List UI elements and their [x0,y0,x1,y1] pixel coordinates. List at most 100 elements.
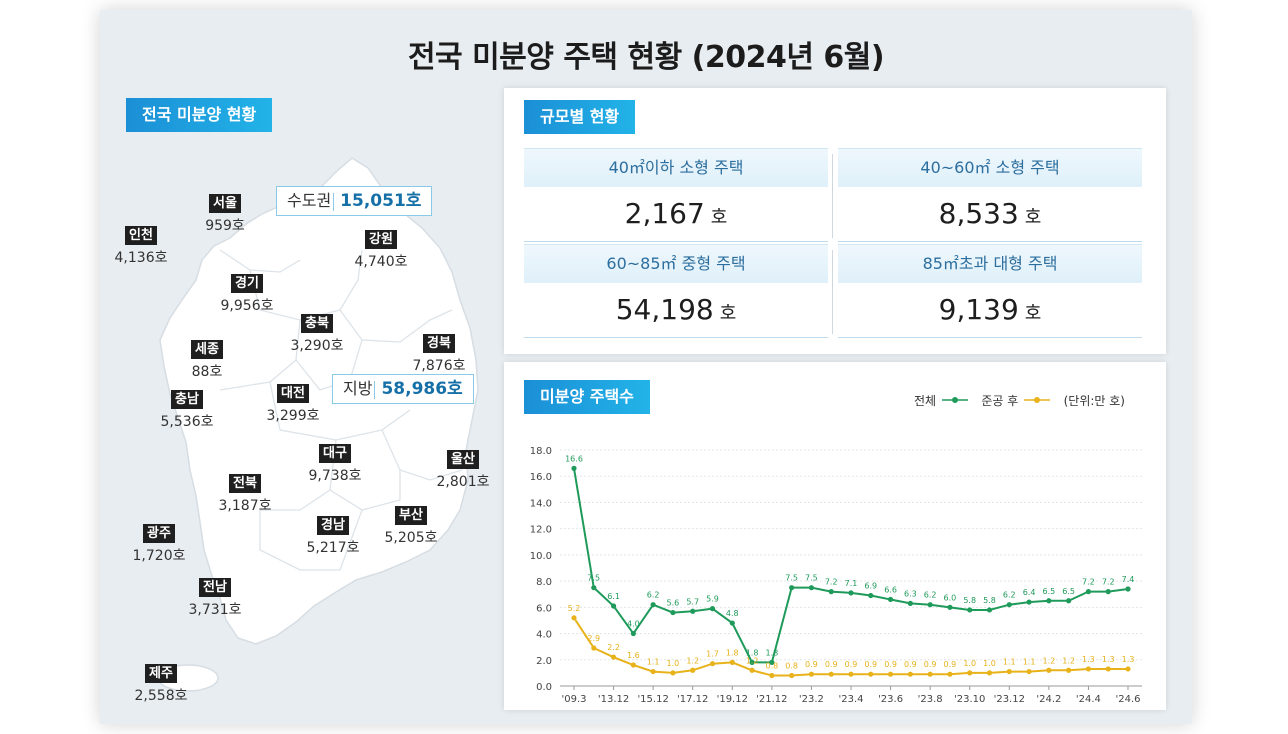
point-total [610,603,617,609]
point-completed [868,671,874,677]
data-label-completed: 1.0 [667,659,680,668]
region-sejong: 세종 88호 [191,340,223,380]
point-total [670,609,676,616]
point-total [947,604,953,610]
y-tick-label: 18.0 [530,446,552,457]
point-completed [690,667,696,673]
data-label-total: 16.6 [565,454,583,463]
data-label-total: 6.5 [1042,587,1055,596]
x-tick-label: '23.4 [838,694,863,705]
unit-label: (단위:만 호) [1063,394,1125,408]
point-total [749,659,755,665]
point-completed [986,670,993,676]
point-total [729,620,735,626]
point-completed [650,668,656,675]
point-total [769,659,775,665]
region-chungnam: 충남 5,536호 [160,390,214,430]
x-tick-label: '17.12 [677,694,708,705]
cell-divider [832,154,833,238]
chart-section-label: 미분양 주택수 [524,380,650,414]
point-total [986,607,993,613]
x-tick-label: '09.3 [561,694,586,705]
size-cell-label: 40㎡이하 소형 주택 [524,148,828,187]
data-label-total: 5.7 [686,597,699,606]
data-label-completed: 2.2 [607,643,620,652]
point-completed [1066,667,1072,673]
x-tick-label: '23.12 [994,694,1025,705]
point-total [1125,586,1131,592]
y-tick-label: 10.0 [530,551,552,562]
point-total [630,630,636,637]
size-cell-value: 54,198 호 [524,283,828,338]
size-cell-label: 85㎡초과 대형 주택 [838,244,1142,283]
region-jeju: 제주 2,558호 [134,664,188,704]
data-label-total: 5.8 [983,596,996,605]
data-label-completed: 1.3 [1082,655,1095,664]
point-completed [571,615,577,621]
point-completed [927,671,933,677]
y-tick-label: 6.0 [536,603,552,614]
data-label-completed: 0.9 [924,660,937,669]
data-label-completed: 1.3 [1122,655,1135,664]
data-label-total: 6.0 [944,593,957,602]
point-total [591,585,597,591]
point-completed [1085,666,1092,672]
capital-label: 수도권 [287,191,332,210]
legend-total-label: 전체 [914,394,937,408]
size-cell-label: 40~60㎡ 소형 주택 [838,148,1142,187]
data-label-total: 7.5 [805,574,818,583]
point-completed [1006,668,1012,675]
point-completed [749,667,755,673]
data-label-completed: 0.8 [785,662,798,671]
data-label-completed: 1.8 [726,648,739,657]
data-label-total: 4.0 [627,620,640,629]
point-completed [808,671,815,677]
point-total [571,465,577,471]
point-total [690,608,696,614]
point-total [1066,598,1072,604]
capital-value: 15,051호 [340,191,422,211]
y-tick-label: 4.0 [536,630,552,641]
point-completed [967,670,973,676]
data-label-total: 5.8 [963,596,976,605]
x-tick-label: '23.8 [918,694,943,705]
point-completed [610,654,617,660]
point-total [828,589,834,595]
local-value: 58,986호 [381,379,463,399]
size-cell-value: 2,167 호 [524,187,828,242]
data-label-completed: 0.9 [845,660,858,669]
x-tick-label: '19.12 [717,694,748,705]
size-section-label: 규모별 현황 [524,100,636,134]
x-tick-label: '21.12 [756,694,787,705]
size-cell-small-40: 40㎡이하 소형 주택 2,167 호 [524,148,828,242]
cell-divider [832,250,833,334]
data-label-total: 6.2 [924,591,937,600]
data-label-total: 6.9 [864,582,877,591]
y-tick-label: 2.0 [536,656,552,667]
data-label-completed: 1.1 [1023,658,1036,667]
y-tick-label: 12.0 [530,525,552,536]
data-label-total: 6.1 [607,592,620,601]
data-label-total: 7.5 [785,574,798,583]
x-tick-label: '13.12 [598,694,629,705]
data-label-total: 1.8 [746,648,759,657]
data-label-total: 7.2 [1082,578,1095,587]
unsold-housing-line-chart: 0.0 2.0 4.0 6.0 8.0 10.0 12.0 14.0 16.0 18.0 '09.3… [530,446,1142,705]
data-label-total: 7.5 [587,574,600,583]
region-jeonnam: 전남 3,731호 [188,578,242,618]
point-completed [1046,667,1052,673]
legend-total-swatch [941,397,968,403]
data-label-completed: 1.6 [627,651,640,660]
point-total [1006,602,1012,608]
point-completed [630,662,636,668]
data-label-completed: 0.9 [825,660,838,669]
y-tick-label: 14.0 [530,498,552,509]
size-cell-medium: 60~85㎡ 중형 주택 54,198 호 [524,244,828,338]
point-total [1026,599,1032,605]
point-total [1105,589,1111,595]
y-tick-label: 8.0 [536,577,552,588]
data-label-completed: 1.7 [706,650,719,659]
point-total [907,600,913,606]
size-cell-label: 60~85㎡ 중형 주택 [524,244,828,283]
y-tick-label: 0.0 [536,682,552,693]
